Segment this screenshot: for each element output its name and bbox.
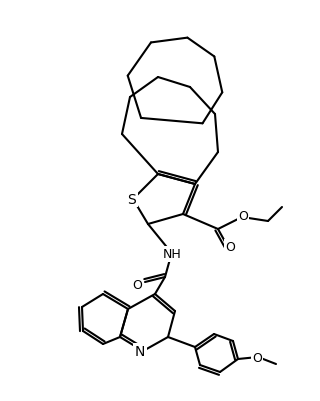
Text: O: O — [238, 210, 248, 223]
Text: NH: NH — [163, 248, 181, 261]
Text: S: S — [128, 192, 136, 207]
Text: O: O — [225, 241, 235, 254]
Text: O: O — [252, 352, 262, 365]
Text: O: O — [132, 279, 142, 292]
Text: N: N — [135, 344, 145, 358]
